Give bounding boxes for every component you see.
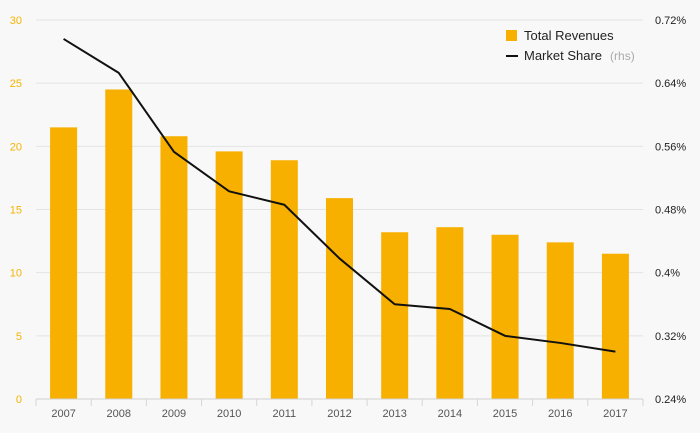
legend-market-share-rhs: (rhs) (610, 49, 635, 63)
y-right-tick-label: 0.24% (655, 394, 686, 406)
y-left-tick-label: 20 (10, 141, 22, 153)
y-left-tick-label: 10 (10, 268, 22, 280)
y-left-tick-label: 5 (16, 331, 22, 343)
y-left-tick-label: 30 (10, 15, 22, 27)
y-right-tick-label: 0.64% (655, 78, 686, 90)
bar-total-revenues-2010 (215, 151, 243, 399)
x-tick-label: 2013 (382, 408, 406, 420)
x-tick-label: 2014 (438, 408, 462, 420)
x-tick-label: 2007 (51, 408, 75, 420)
market-share-line-layer (63, 38, 616, 353)
legend-market-share-name: Market Share (524, 48, 602, 63)
x-tick-label: 2009 (162, 408, 186, 420)
bar-total-revenues-2017 (601, 253, 629, 399)
y-right-tick-label: 0.4% (655, 268, 680, 280)
y-right-tick-label: 0.56% (655, 141, 686, 153)
y-right-tick-label: 0.32% (655, 331, 686, 343)
y-right-tick-label: 0.48% (655, 205, 686, 217)
y-left-tick-label: 0 (16, 394, 22, 406)
y-left-tick-label: 25 (10, 78, 22, 90)
bar-total-revenues-2007 (50, 127, 78, 399)
bar-total-revenues-2015 (491, 234, 519, 399)
bar-total-revenues-2008 (105, 89, 133, 399)
axes: 0 0.24% 5 0.32% 10 0.4% 15 0.48% 20 0.56% 25 0.64% 3… (10, 15, 687, 420)
x-tick-label: 2017 (603, 408, 627, 420)
bars (50, 89, 629, 399)
y-right-tick-label: 0.72% (655, 15, 686, 27)
legend-label-total-revenues: Total Revenues (524, 28, 614, 43)
bar-total-revenues-2009 (160, 136, 188, 399)
legend: Total Revenues Market Share (rhs) (506, 28, 635, 64)
bar-total-revenues-2016 (546, 242, 574, 399)
y-left-tick-label: 15 (10, 205, 22, 217)
x-tick-label: 2012 (327, 408, 351, 420)
bar-total-revenues-2011 (270, 160, 298, 399)
legend-label-market-share: Market Share (rhs) (524, 47, 635, 64)
x-tick-label: 2016 (548, 408, 572, 420)
x-tick-label: 2015 (493, 408, 517, 420)
bar-total-revenues-2012 (326, 198, 353, 399)
x-tick-label: 2011 (272, 408, 296, 420)
legend-swatch-total-revenues (506, 30, 517, 41)
bar-total-revenues-2013 (381, 232, 409, 399)
x-tick-label: 2010 (217, 408, 241, 420)
x-tick-label: 2008 (107, 408, 131, 420)
